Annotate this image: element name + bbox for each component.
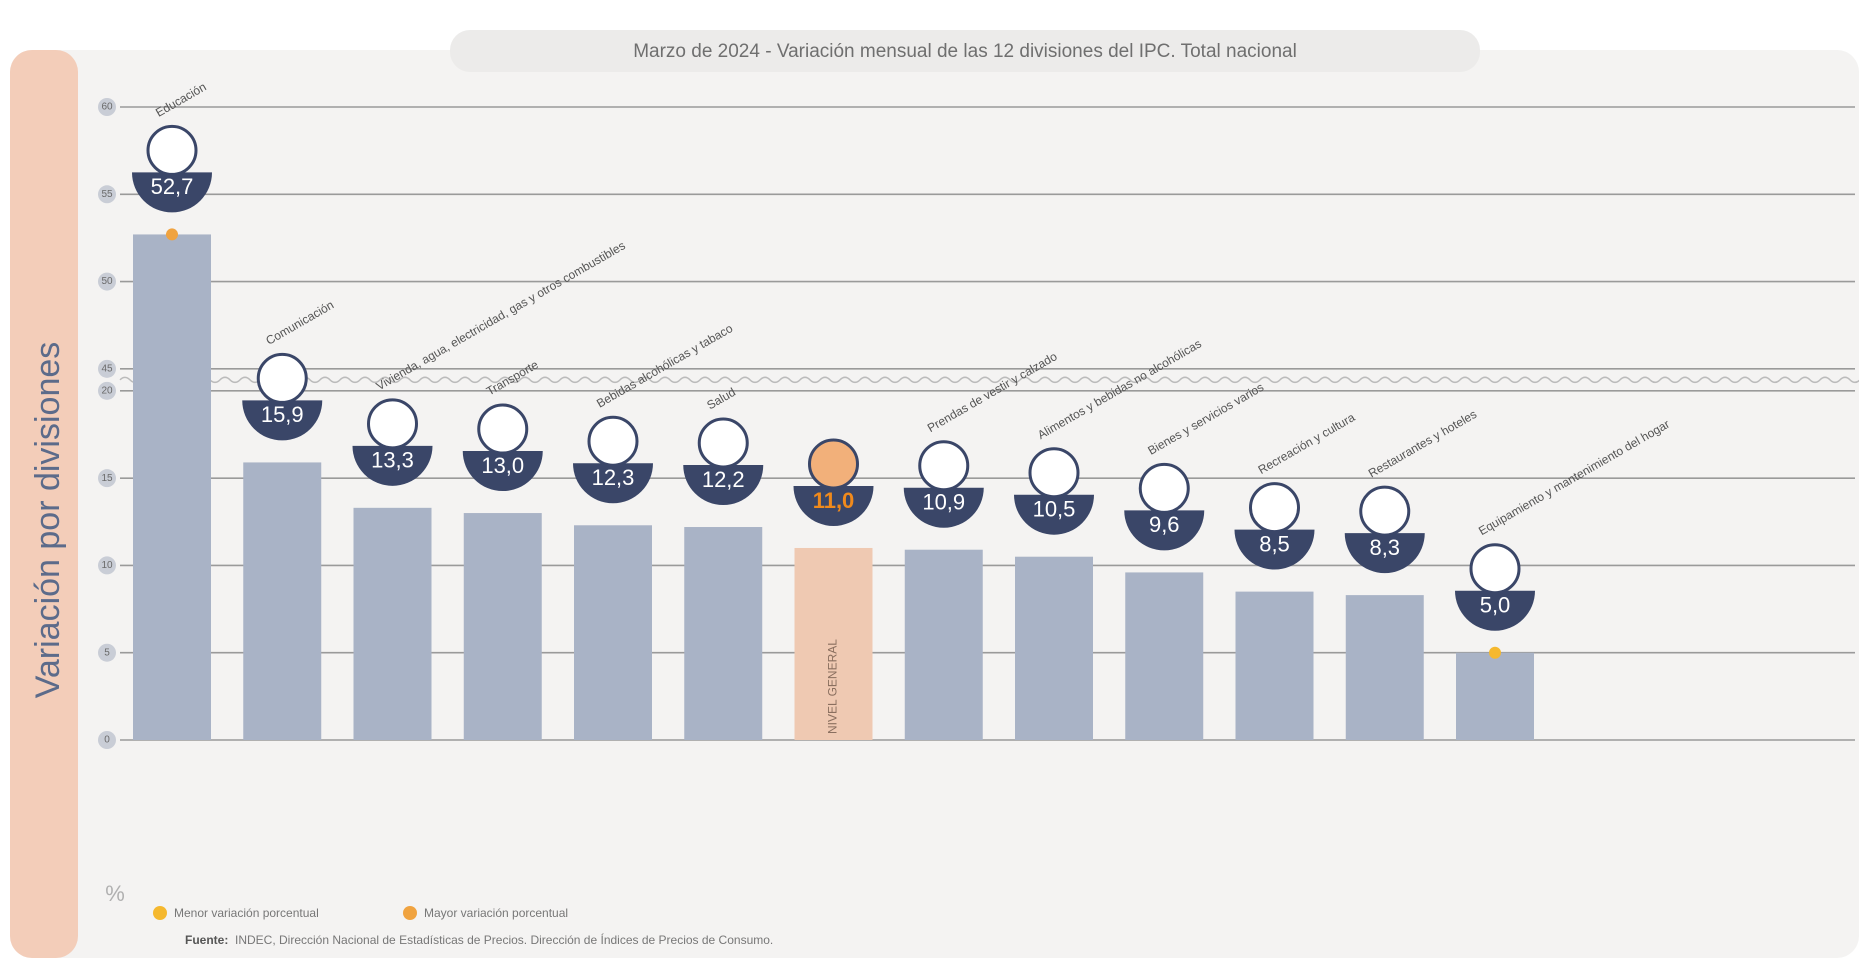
side-band — [10, 50, 78, 958]
y-tick-label: 50 — [101, 276, 113, 287]
bar — [463, 513, 542, 740]
tick-dot — [98, 731, 116, 749]
badge — [683, 465, 764, 506]
y-tick-label: 45 — [101, 363, 113, 374]
plot: 051015204550556052,7Educación15,9Comunic… — [98, 80, 1859, 920]
value-label: 15,9 — [261, 402, 304, 427]
icon — [1249, 482, 1300, 534]
value-label: 5,0 — [1480, 593, 1511, 618]
tick-dot — [98, 98, 116, 116]
value-label: 12,3 — [592, 465, 635, 490]
bar — [243, 462, 322, 740]
source-label: Fuente: — [185, 933, 228, 947]
value-label: 10,5 — [1033, 497, 1076, 522]
icon — [1359, 485, 1411, 537]
bar — [574, 525, 652, 740]
bar — [1235, 591, 1314, 740]
icon — [697, 417, 749, 469]
y-tick-label: 0 — [104, 735, 110, 746]
bar — [684, 527, 763, 740]
y-tick-label: 20 — [101, 385, 113, 396]
icon — [587, 415, 639, 467]
y-tick-label: 15 — [101, 473, 113, 484]
category-label: NIVEL GENERAL — [826, 639, 840, 734]
bar — [353, 507, 432, 740]
tick-dot — [98, 272, 116, 291]
icon — [367, 398, 418, 450]
icon — [256, 352, 308, 404]
bar — [133, 234, 211, 741]
icon — [146, 124, 198, 176]
tick-dot — [98, 556, 116, 575]
badge — [242, 400, 323, 441]
bar — [1456, 652, 1534, 740]
value-label: 8,5 — [1259, 531, 1290, 556]
value-label: 13,3 — [371, 448, 414, 473]
axis-break — [119, 376, 1859, 384]
badge — [462, 451, 543, 492]
tick-dot — [98, 381, 116, 400]
chart-title: Marzo de 2024 - Variación mensual de las… — [633, 41, 1297, 62]
badge — [352, 445, 433, 486]
icon — [1469, 543, 1521, 595]
y-axis-title: Variación por divisiones — [29, 342, 67, 699]
value-label: 10,9 — [922, 490, 965, 515]
icon — [1028, 447, 1080, 499]
badge — [1344, 533, 1425, 574]
min-marker — [1489, 646, 1501, 659]
value-label: 12,2 — [702, 467, 745, 492]
badge — [1234, 529, 1315, 570]
value-label: 11,0 — [813, 488, 855, 513]
badge — [1124, 510, 1205, 551]
value-label: 9,6 — [1149, 512, 1180, 537]
badge — [903, 487, 984, 528]
y-tick-label: 10 — [101, 560, 113, 571]
badge — [132, 172, 212, 213]
icon — [918, 440, 970, 492]
legend-label: Menor variación porcentual — [174, 906, 319, 920]
tick-dot — [98, 643, 116, 662]
y-tick-label: 60 — [101, 102, 113, 113]
tick-dot — [98, 359, 116, 378]
value-label: 13,0 — [481, 453, 524, 478]
legend-swatch — [403, 906, 417, 920]
badge — [573, 463, 653, 504]
bar — [1015, 556, 1093, 740]
bar — [794, 547, 873, 740]
bar — [904, 549, 983, 740]
legend-swatch — [153, 906, 167, 920]
max-marker — [166, 228, 178, 241]
badge — [1455, 590, 1535, 631]
source: INDEC, Dirección Nacional de Estadística… — [235, 932, 773, 947]
tick-dot — [98, 469, 116, 488]
icon — [1138, 462, 1190, 514]
icon — [808, 438, 859, 490]
bar — [1345, 595, 1424, 740]
icon — [477, 403, 529, 455]
value-label: 52,7 — [151, 174, 194, 199]
value-label: 8,3 — [1369, 535, 1400, 560]
badge — [1014, 494, 1094, 535]
y-tick-label: 55 — [101, 189, 113, 200]
axis-break-band — [120, 372, 1855, 387]
title-pill — [450, 30, 1480, 72]
tick-dot — [98, 185, 116, 204]
unit-label: % — [105, 881, 125, 906]
badge — [793, 485, 874, 526]
bar — [1125, 572, 1204, 740]
y-tick-label: 5 — [104, 647, 110, 658]
legend-label: Mayor variación porcentual — [424, 906, 568, 920]
